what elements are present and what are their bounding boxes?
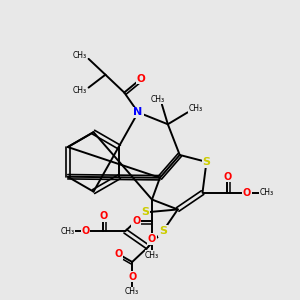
Text: O: O <box>82 226 90 236</box>
Text: CH₃: CH₃ <box>145 250 159 260</box>
Text: S: S <box>159 226 167 236</box>
Text: CH₃: CH₃ <box>151 95 165 104</box>
Text: CH₃: CH₃ <box>188 104 203 113</box>
Text: CH₃: CH₃ <box>125 287 139 296</box>
Text: O: O <box>114 249 122 259</box>
Text: O: O <box>148 234 156 244</box>
Text: S: S <box>202 157 211 167</box>
Text: O: O <box>243 188 251 198</box>
Text: CH₃: CH₃ <box>73 51 87 60</box>
Text: O: O <box>99 212 108 221</box>
Text: N: N <box>134 107 143 117</box>
Text: O: O <box>137 74 146 84</box>
Text: O: O <box>223 172 231 182</box>
Text: CH₃: CH₃ <box>61 227 75 236</box>
Text: CH₃: CH₃ <box>73 86 87 95</box>
Text: CH₃: CH₃ <box>260 188 274 197</box>
Text: O: O <box>132 216 140 226</box>
Text: S: S <box>141 207 149 218</box>
Text: O: O <box>128 272 136 282</box>
